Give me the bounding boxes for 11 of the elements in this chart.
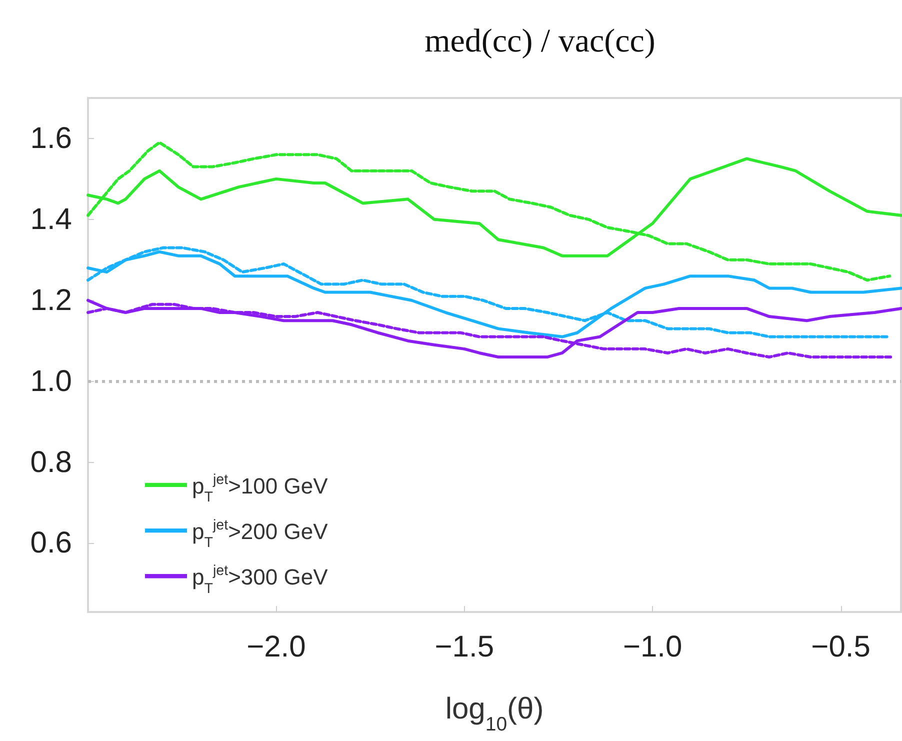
x-tick-label: −1.5 <box>434 630 494 664</box>
y-tick-label: 1.0 <box>30 364 72 398</box>
y-tick-label: 0.8 <box>30 446 72 479</box>
x-tick-label: −0.5 <box>811 630 870 664</box>
x-tick-label: −2.0 <box>246 630 306 664</box>
y-tick-label: 1.2 <box>30 284 72 317</box>
x-tick-label: −1.0 <box>622 630 682 664</box>
y-tick-label: 1.6 <box>30 122 72 155</box>
y-tick-label: 0.6 <box>30 526 72 560</box>
y-tick-label: 1.4 <box>30 202 72 236</box>
chart-title: med(cc) / vac(cc) <box>424 24 656 60</box>
